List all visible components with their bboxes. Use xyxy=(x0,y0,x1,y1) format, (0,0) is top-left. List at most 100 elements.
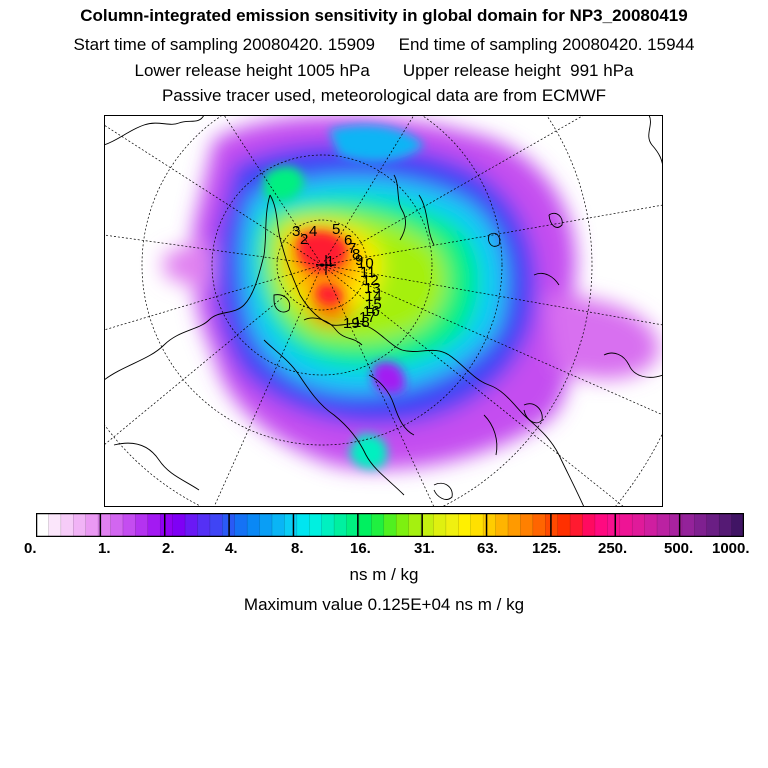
colorbar-cell xyxy=(309,513,323,537)
colorbar-cell xyxy=(545,513,559,537)
colorbar-cell xyxy=(570,513,584,537)
colorbar-cell xyxy=(607,513,621,537)
colorbar-tick-label: 63. xyxy=(477,540,498,557)
colorbar-cell xyxy=(85,513,99,537)
colorbar-cell xyxy=(408,513,422,537)
colorbar-cell xyxy=(582,513,596,537)
colorbar-cell xyxy=(358,513,372,537)
colorbar-cell xyxy=(396,513,410,537)
colorbar-cell xyxy=(334,513,348,537)
colorbar-cell xyxy=(657,513,671,537)
trajectory-label: 16 xyxy=(363,303,380,320)
colorbar-cell xyxy=(147,513,161,537)
colorbar-tick-label: 1. xyxy=(98,540,111,557)
colorbar-cell xyxy=(619,513,633,537)
colorbar-cell xyxy=(532,513,546,537)
trajectory-label: 4 xyxy=(309,223,317,240)
trajectory-labels: 1 2 3 4 5 6 7 8 9 10 11 12 13 14 15 16 1… xyxy=(292,221,382,332)
trajectory-label: 8 xyxy=(352,246,360,263)
colorbar-cell xyxy=(520,513,534,537)
trajectory-label: 12 xyxy=(362,272,379,289)
colorbar-cell xyxy=(669,513,683,537)
colorbar-cell xyxy=(284,513,298,537)
colorbar-cell xyxy=(508,513,522,537)
colorbar-cell xyxy=(197,513,211,537)
colorbar-cell xyxy=(122,513,136,537)
colorbar-tick-label: 250. xyxy=(598,540,628,557)
colorbar-dividers xyxy=(48,513,732,537)
colorbar-tick-label: 1000. xyxy=(712,540,750,557)
colorbar-cell xyxy=(247,513,261,537)
colorbar-cell xyxy=(731,513,744,537)
colorbar-cell xyxy=(110,513,124,537)
trajectory-label: 1 xyxy=(326,253,334,270)
colorbar-cell xyxy=(458,513,472,537)
colorbar-tick-label: 8. xyxy=(291,540,304,557)
colorbar-cell xyxy=(98,513,112,537)
colorbar-cell xyxy=(706,513,720,537)
colorbar-cell xyxy=(135,513,149,537)
colorbar-cell xyxy=(483,513,497,537)
trajectory-label: 14 xyxy=(365,288,382,305)
colorbar-cell xyxy=(433,513,447,537)
coastlines xyxy=(104,115,663,507)
trajectory-label: 18 xyxy=(353,314,370,331)
colorbar-cell xyxy=(346,513,360,537)
colorbar-cell xyxy=(48,513,62,537)
colorbar-cell xyxy=(383,513,397,537)
colorbar xyxy=(36,513,744,537)
colorbar-cell xyxy=(234,513,248,537)
colorbar-units: ns m / kg xyxy=(349,565,419,584)
colorbar-cell xyxy=(421,513,435,537)
trajectory-label: 15 xyxy=(365,296,382,313)
map-graticule xyxy=(104,115,663,507)
trajectory-label: 2 xyxy=(300,231,308,248)
trajectory-label: 10 xyxy=(357,255,374,272)
release-heights: Lower release height 1005 hPa Upper rele… xyxy=(134,61,634,80)
colorbar-cell xyxy=(259,513,273,537)
colorbar-tick-label: 4. xyxy=(225,540,238,557)
trajectory-label: 6 xyxy=(344,232,352,249)
sampling-times: Start time of sampling 20080420. 15909 E… xyxy=(73,35,695,54)
trajectory-label: 13 xyxy=(364,280,381,297)
colorbar-cell xyxy=(470,513,484,537)
trajectory-label: 11 xyxy=(360,264,376,281)
trajectory-label: 19 xyxy=(343,315,360,332)
colorbar-cell xyxy=(681,513,695,537)
colorbar-cell xyxy=(172,513,186,537)
trajectory-label: 3 xyxy=(292,223,300,240)
colorbar-cell xyxy=(36,513,50,537)
colorbar-cell xyxy=(371,513,385,537)
colorbar-cell xyxy=(60,513,74,537)
colorbar-cell xyxy=(73,513,87,537)
trajectory-label: 17 xyxy=(359,309,376,326)
colorbar-cell xyxy=(272,513,286,537)
colorbar-cell xyxy=(296,513,310,537)
emission-sensitivity-map: 1 2 3 4 5 6 7 8 9 10 11 12 13 14 15 16 1… xyxy=(104,115,663,507)
colorbar-tick-label: 2. xyxy=(162,540,175,557)
colorbar-tick-label: 125. xyxy=(532,540,562,557)
trajectory-label: 5 xyxy=(332,221,340,238)
colorbar-cell xyxy=(160,513,174,537)
colorbar-tick-label: 0. xyxy=(24,540,37,557)
colorbar-cell xyxy=(594,513,608,537)
chart-title: Column-integrated emission sensitivity i… xyxy=(80,6,688,25)
colorbar-cell xyxy=(445,513,459,537)
release-site-marker xyxy=(316,255,336,275)
trajectory-label: 9 xyxy=(355,252,363,269)
maximum-value: Maximum value 0.125E+04 ns m / kg xyxy=(243,595,525,614)
colorbar-cell xyxy=(185,513,199,537)
colorbar-tick-label: 31. xyxy=(414,540,435,557)
colorbar-cell xyxy=(209,513,223,537)
colorbar-cell xyxy=(632,513,646,537)
colorbar-cell xyxy=(644,513,658,537)
colorbar-cell xyxy=(557,513,571,537)
colorbar-cell xyxy=(719,513,733,537)
colorbar-cells xyxy=(36,513,744,537)
colorbar-tick-label: 500. xyxy=(664,540,694,557)
colorbar-cell xyxy=(694,513,708,537)
colorbar-cell xyxy=(495,513,509,537)
trajectory-label: 7 xyxy=(348,240,356,257)
colorbar-tick-label: 16. xyxy=(350,540,371,557)
tracer-info: Passive tracer used, meteorological data… xyxy=(161,86,607,105)
